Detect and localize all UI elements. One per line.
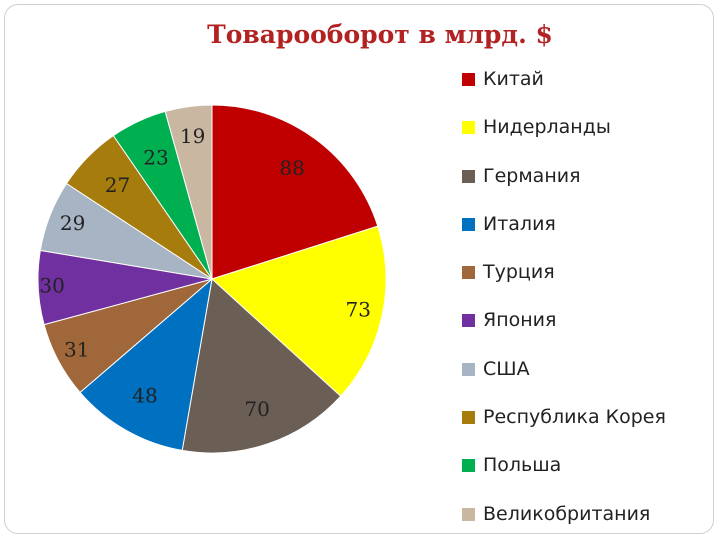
legend-label: Италия: [483, 212, 556, 235]
legend-swatch: [462, 121, 475, 135]
legend-swatch: [462, 314, 475, 328]
slice-value-label: 73: [345, 298, 370, 322]
legend-item: Нидерланды: [462, 116, 666, 164]
legend-swatch: [462, 362, 475, 376]
slice-value-label: 48: [132, 384, 157, 408]
pie-slice: [79, 277, 213, 452]
legend-label: Республика Корея: [483, 406, 666, 429]
legend-label: Великобритания: [483, 502, 651, 525]
slice-value-label: 23: [143, 146, 168, 170]
legend-swatch: [462, 169, 475, 183]
legend-label: Польша: [483, 454, 562, 477]
legend-label: Турция: [483, 261, 555, 284]
legend-item: Китай: [462, 68, 666, 116]
legend-label: Нидерланды: [483, 116, 611, 139]
legend-label: США: [483, 357, 530, 380]
pie-slice: [164, 104, 213, 280]
chart-legend: Китай Нидерланды Германия Италия Турция Япони…: [462, 68, 666, 551]
legend-label: Китай: [483, 68, 544, 90]
legend-swatch: [462, 73, 475, 86]
legend-item: Великобритания: [462, 503, 666, 551]
legend-swatch: [462, 411, 475, 425]
slice-value-label: 31: [64, 337, 89, 361]
legend-swatch: [462, 459, 475, 473]
legend-item: США: [462, 358, 666, 406]
legend-item: Италия: [462, 213, 666, 261]
slice-value-label: 88: [279, 156, 304, 180]
legend-item: Польша: [462, 454, 666, 502]
legend-swatch: [462, 507, 475, 521]
legend-swatch: [462, 266, 475, 280]
legend-label: Германия: [483, 164, 581, 187]
legend-swatch: [462, 217, 475, 231]
legend-item: Германия: [462, 165, 666, 213]
legend-item: Япония: [462, 309, 666, 357]
slice-value-label: 27: [105, 173, 130, 197]
legend-item: Турция: [462, 261, 666, 309]
legend-item: Республика Корея: [462, 406, 666, 454]
chart-title: Товарооборот в млрд. $: [207, 20, 553, 49]
pie-slice: [181, 278, 342, 454]
pie-slice: [211, 104, 379, 280]
slice-value-label: 19: [180, 124, 205, 148]
legend-label: Япония: [483, 309, 557, 332]
pie-slice: [211, 225, 387, 397]
slice-value-label: 30: [39, 274, 64, 298]
slice-value-label: 70: [244, 397, 269, 421]
slice-value-label: 29: [60, 211, 85, 235]
